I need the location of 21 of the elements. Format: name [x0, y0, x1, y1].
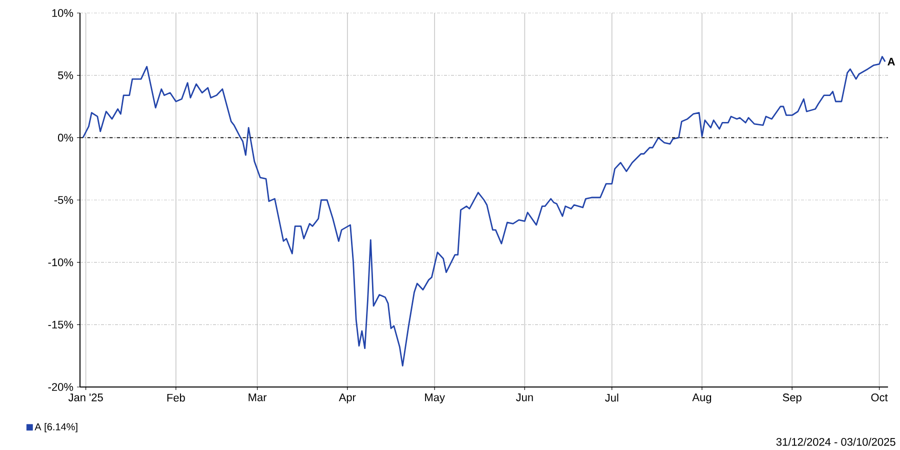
x-tick-label: Jun [516, 394, 533, 402]
x-tick-label: May [425, 394, 445, 404]
annotation: A [888, 58, 895, 66]
x-tick-label: Oct [871, 394, 888, 402]
y-tick-label: -20% [48, 383, 74, 391]
x-tick-label: Jan '25 [68, 394, 103, 402]
text: 31/12/2024 - 03/10/2025 [776, 438, 896, 446]
y-tick-label: -15% [48, 320, 74, 329]
line-series [82, 56, 886, 367]
x-tick-label: Sep [782, 394, 802, 404]
y-tick-label: -5% [54, 196, 74, 204]
x-tick-label: Mar [248, 394, 267, 402]
legend-label: A [6.14%] [34, 422, 78, 432]
x-tick-label: Aug [692, 394, 712, 404]
y-tick-label: 5% [58, 71, 74, 80]
x-tick-label: Jul [605, 394, 618, 402]
x-tick-label: Feb [167, 394, 185, 402]
y-tick-label: 0% [58, 134, 74, 142]
x-tick-label: Apr [338, 394, 356, 404]
y-tick-label: -10% [48, 258, 74, 266]
y-tick-label: 10% [52, 9, 74, 17]
